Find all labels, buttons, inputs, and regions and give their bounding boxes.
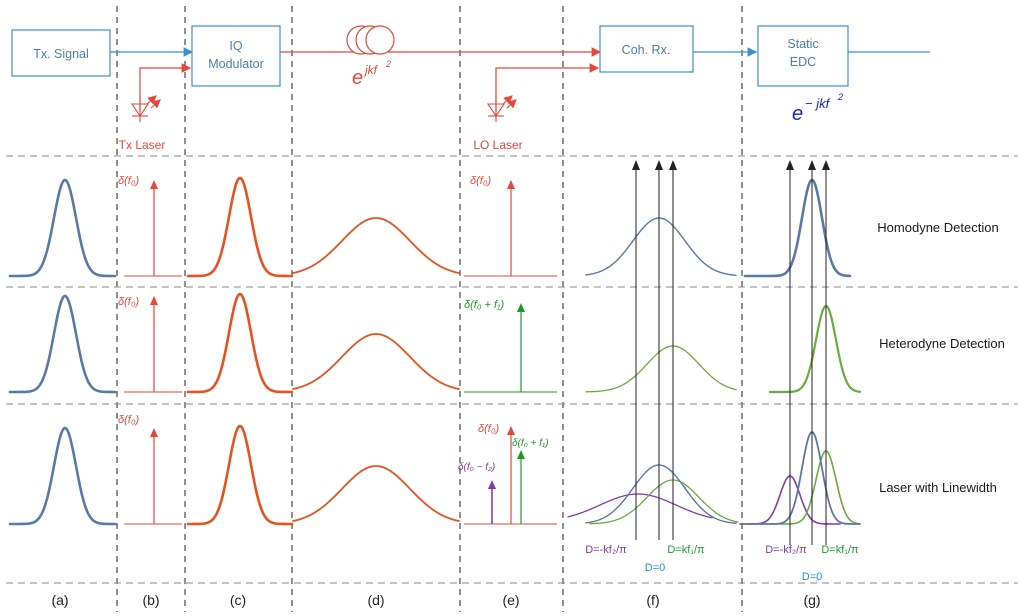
spectrum-g-linewidth-plus [769, 450, 861, 525]
dispersion-head-g-1 [786, 160, 794, 170]
delta-arrow-e-row3-main-head [507, 426, 515, 435]
delta-label-e3-minus: δ(f₀ − f₂) [458, 462, 495, 473]
delta-arrow-b-row3-head [150, 428, 158, 437]
lo-laser-label: LO Laser [473, 138, 522, 152]
dispersion-head-f-1 [632, 160, 640, 170]
row-label-homodyne: Homodyne Detection [877, 220, 998, 235]
row-label-heterodyne: Heterodyne Detection [879, 336, 1005, 351]
annotation-f-minus: D=-kf₂/π [585, 544, 627, 556]
pulse-a-row3 [8, 426, 117, 526]
static-edc-block [757, 25, 849, 87]
annotation-g-zero: D=0 [802, 571, 823, 583]
delta-label-e3-main: δ(f₀) [478, 423, 499, 435]
spectrum-f-linewidth-plus [589, 479, 739, 525]
tx-laser-label: Tx Laser [119, 138, 166, 152]
delta-label-b1: δ(f₀) [118, 175, 139, 187]
pulse-a-row1 [8, 178, 117, 278]
pulse-d-row2 [292, 333, 460, 390]
tx-signal-label: Tx. Signal [33, 47, 89, 61]
panel-label-d: (d) [367, 592, 384, 608]
lo-laser-diode-icon [486, 95, 517, 122]
coherent-receiver-label: Coh. Rx. [622, 43, 671, 57]
static-edc-label-1: Static [787, 37, 818, 51]
pulse-c-row3 [186, 424, 294, 526]
dispersion-head-f-2 [655, 160, 663, 170]
iq-modulator-label-1: IQ [229, 39, 242, 53]
panel-labels: (a) (b) (c) (d) (e) (f) (g) [51, 592, 820, 608]
dispersion-head-f-3 [669, 160, 677, 170]
panel-label-f: (f) [646, 592, 659, 608]
edc-transfer-function: e − jkf 2 [792, 92, 843, 125]
spectrum-f-heterodyne [585, 345, 737, 393]
spectrum-f-linewidth-center [585, 464, 737, 524]
fiber-spool-icon [346, 25, 395, 55]
annotation-g-plus: D=kf₁/π [821, 544, 859, 556]
annotation-g-minus: D=-kf₂/π [765, 544, 807, 556]
svg-text:e: e [352, 67, 363, 89]
annotation-f-zero: D=0 [645, 562, 666, 574]
dispersion-head-g-2 [808, 160, 816, 170]
block-diagram: Tx. Signal IQ Modulator Coh. Rx. Static … [11, 25, 930, 152]
delta-label-e1: δ(f₀) [470, 175, 491, 187]
annotation-f-plus: D=kf₁/π [667, 544, 705, 556]
pulse-d-row3 [292, 465, 460, 522]
spectrum-g-linewidth-center [744, 431, 861, 525]
spectrum-f-homodyne [585, 217, 737, 276]
iq-modulator-label-2: Modulator [208, 57, 264, 71]
delta-arrow-b-row1-head [150, 180, 158, 189]
delta-arrow-e-row1-head [507, 180, 515, 189]
delta-labels: δ(f₀) δ(f₀) δ(f₀) δ(f₀) δ(f₀ + f₁) δ(f₀)… [118, 175, 549, 473]
svg-text:2: 2 [837, 92, 843, 102]
delta-arrow-e-row3-minus-head [488, 480, 496, 489]
spectrum-curves [8, 160, 862, 545]
horizontal-separators [6, 155, 1018, 584]
svg-text:2: 2 [385, 59, 391, 69]
panel-label-b: (b) [142, 592, 159, 608]
panel-label-e: (e) [502, 592, 519, 608]
delta-label-b2: δ(f₀) [118, 296, 139, 308]
pulse-c-row1 [186, 176, 294, 278]
delta-arrow-b-row2-head [150, 296, 158, 305]
svg-text:e: e [792, 103, 803, 125]
tx-laser-diode-icon [130, 95, 161, 122]
delta-label-b3: δ(f₀) [118, 414, 139, 426]
svg-text:jkf: jkf [363, 63, 379, 77]
spectrum-g-homodyne [743, 178, 852, 278]
svg-text:− jkf: − jkf [805, 96, 831, 111]
delta-arrow-e-row3-plus-head [517, 450, 525, 459]
fiber-transfer-function: e jkf 2 [352, 59, 391, 89]
pulse-c-row2 [186, 292, 294, 394]
panel-label-c: (c) [230, 592, 246, 608]
pulse-d-row1 [292, 217, 460, 274]
delta-label-e2: δ(f₀ + f₁) [464, 299, 505, 311]
vertical-separators [116, 6, 743, 612]
iq-modulator-block [191, 25, 281, 87]
spectrum-f-linewidth-minus [567, 493, 713, 519]
static-edc-label-2: EDC [790, 55, 816, 69]
panel-label-a: (a) [51, 592, 68, 608]
delta-label-e3-plus: δ(f₀ + f₁) [512, 438, 549, 449]
spectrum-g-heterodyne [768, 304, 862, 394]
coherent-receiver-block [599, 25, 694, 73]
tx-signal-block [11, 29, 111, 77]
dispersion-annotations: D=-kf₂/π D=kf₁/π D=0 D=-kf₂/π D=kf₁/π D=… [585, 544, 859, 583]
pulse-a-row2 [8, 294, 117, 394]
dispersion-head-g-3 [822, 160, 830, 170]
delta-arrow-e-row2-head [517, 303, 525, 312]
panel-label-g: (g) [803, 592, 820, 608]
row-label-linewidth: Laser with Linewidth [879, 480, 997, 495]
